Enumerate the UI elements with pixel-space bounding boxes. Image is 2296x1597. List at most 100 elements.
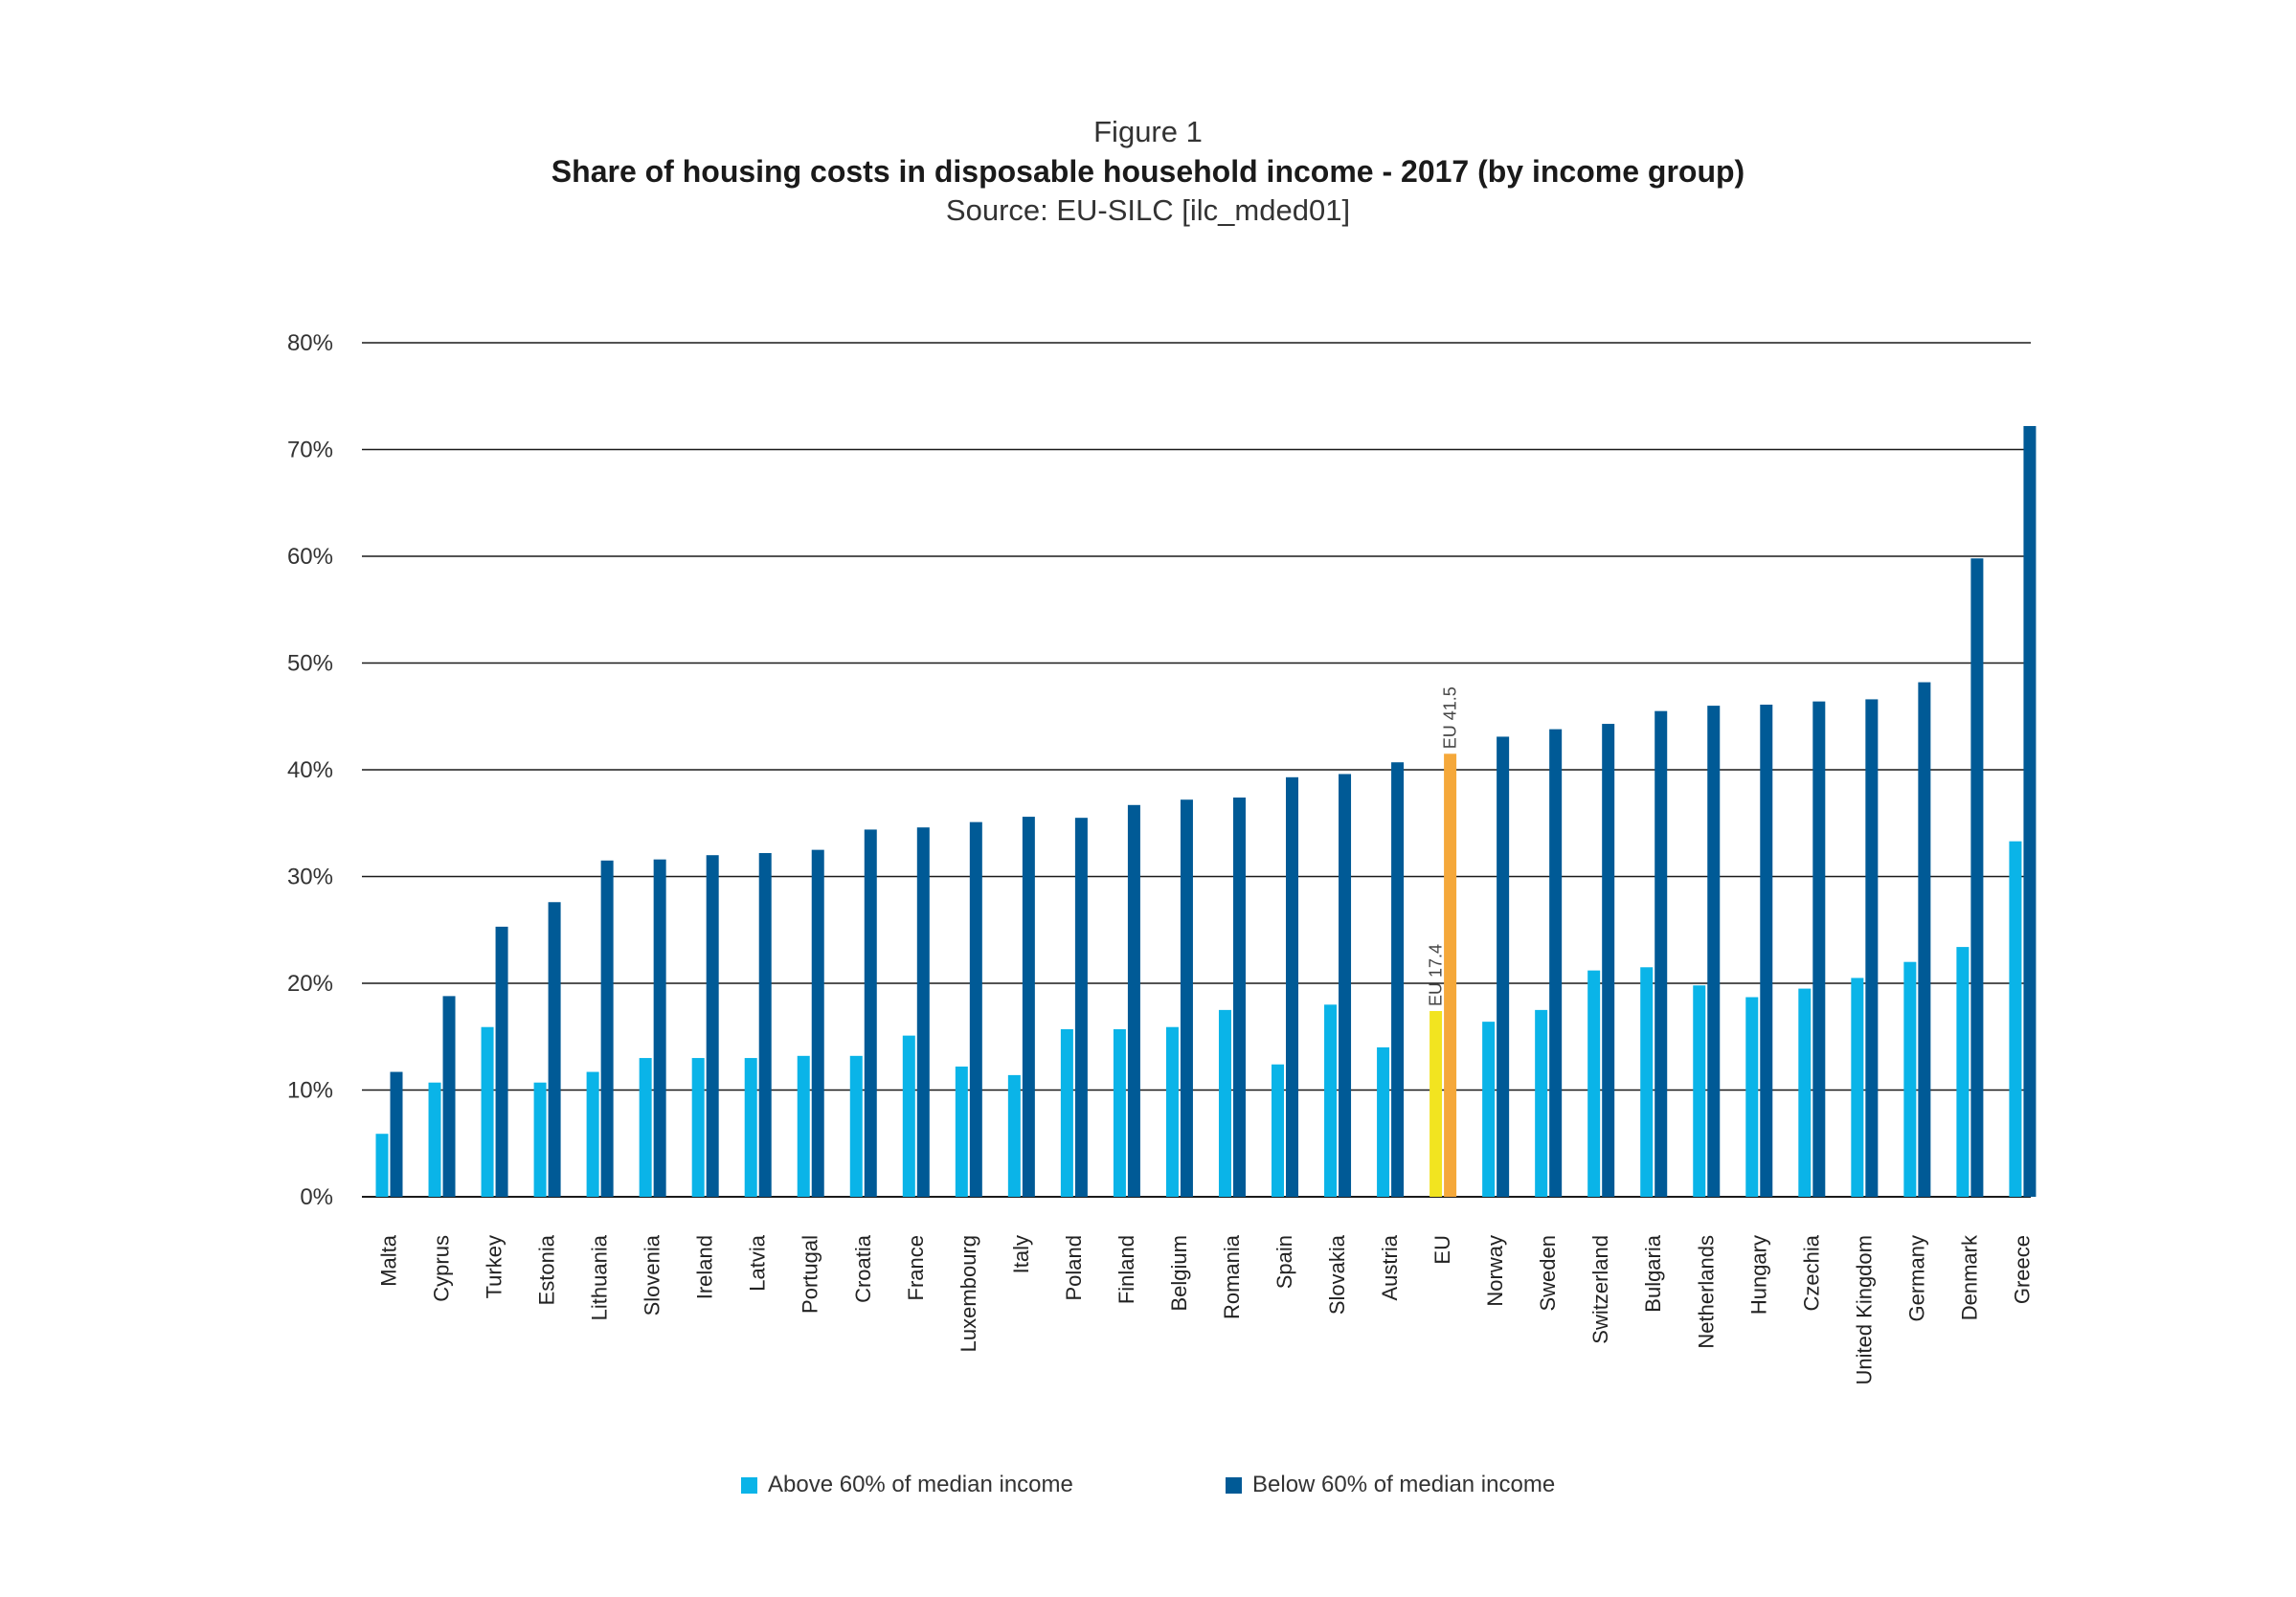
bar-portugal-above [797,1055,810,1197]
y-axis: 0% 10% 20% 30% 40% 50% 60% 70% 80% [287,330,333,1210]
x-tick-label-latvia: Latvia [746,1234,770,1291]
legend-label-above: Above 60% of median income [768,1472,1073,1497]
x-tick-label-austria: Austria [1378,1234,1402,1300]
bar-denmark-above [1956,947,1970,1197]
bar-turkey-below [495,926,508,1197]
x-tick-label-portugal: Portugal [799,1235,822,1314]
bar-belgium-above [1165,1026,1179,1197]
bar-czechia-above [1798,988,1812,1197]
bar-cyprus-below [442,996,456,1197]
bar-latvia-above [744,1058,757,1197]
chart-source: Source: EU-SILC [ilc_mded01] [945,193,1351,227]
bar-austria-below [1391,762,1405,1197]
y-tick-label: 40% [287,757,333,783]
chart-title: Share of housing costs in disposable hou… [551,154,1745,189]
bar-france-above [902,1035,915,1197]
bar-malta-below [390,1071,403,1197]
x-tick-label-romania: Romania [1220,1234,1244,1319]
legend-item-above: Above 60% of median income [741,1472,1073,1498]
bar-lithuania-below [600,860,614,1197]
bar-norway-above [1482,1022,1496,1197]
bar-netherlands-below [1707,706,1721,1197]
bar-hungary-below [1760,704,1773,1197]
data-label-eu-41-5: EU 41.5 [1441,686,1460,749]
x-tick-label-denmark: Denmark [1957,1234,1981,1320]
legend-item-below: Below 60% of median income [1226,1472,1555,1498]
bar-portugal-below [811,849,824,1197]
bar-italy-above [1007,1074,1021,1197]
x-tick-label-slovenia: Slovenia [641,1234,664,1316]
x-tick-label-lithuania: Lithuania [588,1234,612,1320]
bar-czechia-below [1812,701,1826,1197]
bar-romania-above [1218,1009,1231,1197]
y-tick-label: 50% [287,651,333,677]
bar-turkey-above [481,1026,494,1197]
bar-netherlands-above [1693,985,1706,1197]
x-tick-label-sweden: Sweden [1536,1235,1560,1312]
bar-norway-below [1497,736,1510,1197]
x-tick-label-eu: EU [1430,1235,1454,1265]
bar-bulgaria-above [1640,967,1654,1197]
y-tick-label: 20% [287,971,333,997]
bar-poland-below [1074,818,1088,1197]
x-tick-label-switzerland: Switzerland [1588,1235,1612,1344]
bar-lithuania-above [586,1071,599,1197]
x-tick-label-united-kingdom: United Kingdom [1852,1235,1876,1385]
x-tick-label-spain: Spain [1272,1235,1296,1289]
x-tick-label-turkey: Turkey [483,1235,506,1298]
bar-united-kingdom-below [1865,699,1879,1197]
bar-slovakia-above [1324,1004,1338,1197]
bar-estonia-below [548,902,561,1197]
bar-greece-below [2023,425,2037,1198]
bar-hungary-above [1745,997,1759,1197]
y-tick-label: 60% [287,544,333,570]
x-tick-label-luxembourg: Luxembourg [957,1235,980,1352]
bar-greece-above [2009,841,2022,1197]
bar-bulgaria-below [1654,710,1668,1197]
bar-ireland-below [706,855,719,1197]
bar-italy-below [1022,817,1035,1197]
bar-sweden-below [1549,729,1563,1197]
x-tick-label-netherlands: Netherlands [1694,1235,1718,1349]
bar-germany-above [1903,961,1917,1197]
figure-label: Figure 1 [1093,115,1203,148]
x-tick-label-italy: Italy [1009,1235,1033,1273]
bar-switzerland-above [1587,970,1601,1197]
y-tick-label: 30% [287,865,333,890]
bar-united-kingdom-above [1851,978,1864,1197]
bar-germany-below [1918,682,1931,1197]
x-tick-label-hungary: Hungary [1746,1235,1770,1315]
legend: Above 60% of median income Below 60% of … [0,1472,2296,1510]
bar-cyprus-above [428,1082,441,1197]
y-tick-label: 0% [300,1184,333,1210]
bar-eu-below [1444,754,1457,1197]
x-tick-label-finland: Finland [1114,1235,1138,1304]
bar-switzerland-below [1602,724,1615,1197]
bar-slovakia-below [1339,774,1352,1197]
bar-poland-above [1060,1028,1073,1197]
x-tick-label-croatia: Croatia [851,1234,875,1303]
x-axis: Malta Cyprus Turkey Estonia Lithuania Sloveni… [377,1234,2035,1385]
x-tick-label-malta: Malta [377,1234,401,1287]
x-tick-label-ireland: Ireland [693,1235,717,1299]
legend-swatch-above [741,1476,757,1494]
bar-spain-above [1272,1064,1285,1197]
y-tick-label: 10% [287,1078,333,1104]
x-tick-label-czechia: Czechia [1799,1234,1823,1311]
x-tick-label-norway: Norway [1483,1235,1507,1307]
bar-romania-below [1232,797,1246,1197]
x-tick-label-germany: Germany [1904,1235,1928,1321]
legend-label-below: Below 60% of median income [1252,1472,1556,1497]
x-tick-label-france: France [904,1235,928,1300]
x-tick-label-bulgaria: Bulgaria [1641,1234,1665,1312]
bar-malta-above [375,1134,389,1197]
data-label-eu-17-4: EU 17.4 [1427,944,1446,1006]
bar-belgium-below [1180,799,1193,1197]
bar-austria-above [1377,1046,1390,1197]
bar-sweden-above [1535,1009,1548,1197]
legend-swatch-below [1226,1476,1242,1494]
bars [375,425,2037,1198]
bar-ireland-above [691,1058,705,1197]
y-tick-label: 80% [287,330,333,356]
